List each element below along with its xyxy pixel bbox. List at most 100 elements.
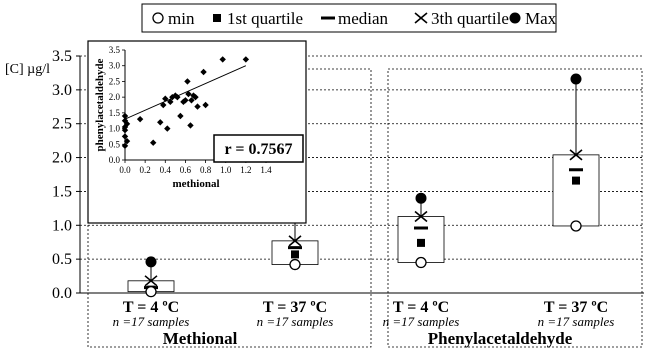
y-tick-label: 2.0 <box>52 150 72 167</box>
inset-point-9 <box>150 139 157 146</box>
y-axis-label: [C] µg/l <box>5 62 50 77</box>
legend-filled-square-marker <box>213 14 221 22</box>
inset-point-23 <box>187 122 194 129</box>
legend-open-circle-marker <box>152 12 164 24</box>
inset-point-10 <box>157 119 164 126</box>
legend-item-label: 3th quartile <box>431 9 509 28</box>
inset-point-20 <box>182 97 189 104</box>
inset-x-axis-label: methional <box>172 178 219 190</box>
inset-x-tick-label: 0.4 <box>160 165 172 175</box>
legend-item-label: 1st quartile <box>227 9 303 28</box>
inset-point-17 <box>174 93 181 101</box>
condition-label: T = 37 ºC <box>263 299 327 316</box>
inset-y-tick-label: 1.5 <box>109 108 121 118</box>
y-tick-label: 0.5 <box>52 251 72 268</box>
inset-scatter: 0.0 0.5 1.0 1.5 2.0 2.5 3.0 3.5 0.0 0.2 0.4 0.6 0.8 1… <box>87 40 307 224</box>
samples-label: n =17 samples <box>113 314 190 329</box>
inset-x-tick-label: 1.4 <box>260 165 272 175</box>
q3-marker <box>569 149 583 161</box>
correlation-label: r = 0.7567 <box>225 141 293 158</box>
inset-point-7 <box>123 120 131 128</box>
inset-point-8 <box>136 115 144 123</box>
inset-point-0 <box>121 142 129 150</box>
inset-point-27 <box>194 103 201 110</box>
group-label: Methional <box>163 329 238 348</box>
inset-point-12 <box>162 95 169 102</box>
q3-marker <box>288 235 302 247</box>
legend-item: median <box>321 9 389 28</box>
q3-marker-b <box>288 235 302 247</box>
inset-point-26 <box>192 93 199 101</box>
box-1-1 <box>552 73 600 232</box>
max-marker <box>570 73 582 85</box>
inset-y-tick-label: 3.5 <box>109 45 121 55</box>
inset-x-tick-label: 0.0 <box>119 165 131 175</box>
q3-marker-b <box>414 210 428 223</box>
inset-point-30 <box>219 56 226 63</box>
y-tick-label: 3.5 <box>52 48 72 65</box>
q3-marker <box>144 275 158 287</box>
inset-y-tick-label: 2.5 <box>109 76 121 86</box>
inset-x-tick-label: 0.6 <box>180 165 192 175</box>
inset-x-tick-label: 1.0 <box>220 165 232 175</box>
inset-point-15 <box>169 93 176 101</box>
inset-x-tick-label: 1.2 <box>240 165 251 175</box>
inset-point-31 <box>242 56 250 63</box>
samples-label: n =17 samples <box>383 314 460 329</box>
inset-point-16 <box>172 92 179 99</box>
box-1-0 <box>397 192 445 269</box>
inset-trendline <box>124 65 247 120</box>
group-panel-1 <box>387 68 643 348</box>
q3-marker-b <box>569 149 583 161</box>
inset-y-tick-label: 1.0 <box>109 124 121 134</box>
legend-x-marker <box>414 12 428 24</box>
q1-marker <box>291 250 299 259</box>
inset-point-6 <box>123 137 131 145</box>
min-marker <box>289 258 301 271</box>
y-tick-label: 0.0 <box>52 285 72 302</box>
samples-label: n =17 samples <box>257 314 334 329</box>
legend-box <box>141 3 557 33</box>
inset-point-29 <box>202 101 209 109</box>
y-tick-label: 2.5 <box>52 116 72 133</box>
legend-item: 3th quartile <box>414 9 509 28</box>
inset-y-tick-label: 0.5 <box>109 139 121 149</box>
correlation-box <box>213 134 304 163</box>
legend-filled-circle-marker <box>509 12 521 24</box>
inset-y-tick-label: 3.0 <box>109 61 121 71</box>
min-marker <box>570 220 582 232</box>
inset-y-tick-label: 0.0 <box>109 155 121 165</box>
legend-item: Max <box>509 9 557 28</box>
inset-point-28 <box>200 68 207 76</box>
legend-item-label: Max <box>525 9 557 28</box>
inset-point-24 <box>188 97 195 104</box>
group-label: Phenylacetaldehyde <box>428 329 573 348</box>
q3-marker-b <box>144 275 158 287</box>
samples-label: n =17 samples <box>538 314 615 329</box>
y-tick-label: 3.0 <box>52 82 72 99</box>
inset-point-5 <box>121 112 129 120</box>
inset-point-25 <box>190 92 197 99</box>
y-tick-label: 1.0 <box>52 217 72 234</box>
legend-x-marker-b <box>414 12 428 24</box>
legend-item: 1st quartile <box>213 9 303 28</box>
min-marker <box>415 256 427 269</box>
legend-item: min <box>152 9 195 28</box>
legend: min 1st quartile median 3th quartile Max <box>141 3 557 33</box>
inset-point-21 <box>184 78 191 85</box>
q1-marker <box>572 176 580 185</box>
inset-point-22 <box>185 90 192 98</box>
q3-marker <box>414 210 428 223</box>
condition-label: T = 4 ºC <box>393 299 449 316</box>
y-tick-label: 1.5 <box>52 183 72 200</box>
inset-point-1 <box>121 133 129 140</box>
condition-label: T = 37 ºC <box>544 299 608 316</box>
min-marker <box>145 285 157 298</box>
inset-y-tick-label: 2.0 <box>109 92 121 102</box>
inset-x-tick-label: 0.2 <box>140 165 151 175</box>
legend-item-label: min <box>168 9 195 28</box>
q1-marker <box>417 238 425 247</box>
box-body <box>552 154 600 227</box>
max-marker <box>145 256 157 268</box>
